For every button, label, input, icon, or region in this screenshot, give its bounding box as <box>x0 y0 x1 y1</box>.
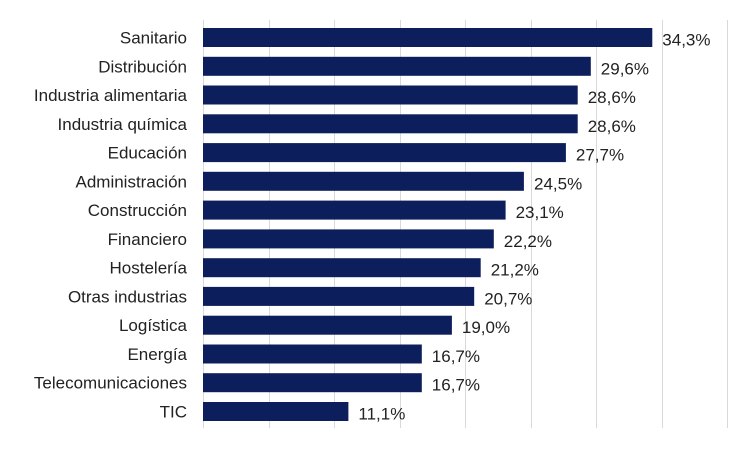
category-label-8: Hostelería <box>110 259 188 278</box>
category-label-9: Otras industrias <box>68 287 187 306</box>
bar-7 <box>203 229 494 249</box>
category-label-10: Logística <box>119 316 188 335</box>
value-label-7: 22,2% <box>504 232 552 251</box>
category-label-5: Administración <box>76 172 188 191</box>
bar-13 <box>203 402 349 421</box>
bar-12 <box>203 373 422 393</box>
bar-9 <box>203 286 475 306</box>
category-label-4: Educación <box>108 144 187 163</box>
bar-3 <box>203 114 578 134</box>
value-label-9: 20,7% <box>484 289 532 308</box>
grid-layer <box>203 20 728 428</box>
category-label-11: Energía <box>127 345 187 364</box>
category-label-3: Industria química <box>58 115 188 134</box>
value-label-10: 19,0% <box>462 318 510 337</box>
value-label-8: 21,2% <box>491 261 539 280</box>
bar-6 <box>203 200 506 220</box>
category-label-0: Sanitario <box>120 29 187 48</box>
value-label-13: 11,1% <box>358 405 405 424</box>
bar-layer <box>203 28 653 421</box>
value-label-3: 28,6% <box>588 117 636 136</box>
bar-4 <box>203 143 566 163</box>
category-label-7: Financiero <box>108 230 187 249</box>
value-label-11: 16,7% <box>432 347 480 366</box>
category-label-13: TIC <box>160 403 187 422</box>
bar-2 <box>203 85 578 105</box>
bar-5 <box>203 171 524 191</box>
category-label-6: Construcción <box>88 201 187 220</box>
value-label-2: 28,6% <box>588 88 636 107</box>
category-label-2: Industria alimentaria <box>34 86 188 105</box>
category-label-12: Telecomunicaciones <box>34 374 187 393</box>
value-label-6: 23,1% <box>516 203 564 222</box>
bar-0 <box>203 28 653 47</box>
bar-10 <box>203 315 452 335</box>
value-label-1: 29,6% <box>601 59 649 78</box>
label-layer: Sanitario 34,3% Distribución 29,6% Industria… <box>34 29 711 424</box>
value-label-0: 34,3% <box>662 31 710 50</box>
value-label-5: 24,5% <box>534 174 582 193</box>
bar-11 <box>203 344 422 364</box>
bar-1 <box>203 56 591 76</box>
bar-8 <box>203 258 481 278</box>
value-label-12: 16,7% <box>432 376 480 395</box>
value-label-4: 27,7% <box>576 146 624 165</box>
category-label-1: Distribución <box>98 57 187 76</box>
